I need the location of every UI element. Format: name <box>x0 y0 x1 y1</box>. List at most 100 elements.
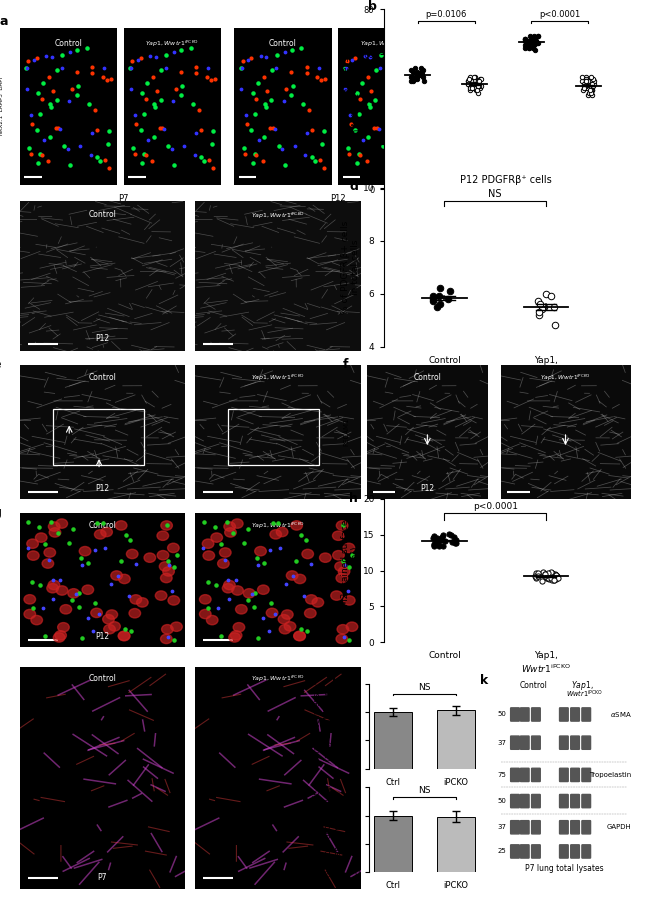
Point <box>547 573 558 588</box>
Circle shape <box>47 584 58 593</box>
Point <box>33 156 44 171</box>
Circle shape <box>157 531 168 541</box>
Point <box>62 141 73 156</box>
Point <box>581 74 592 89</box>
Point <box>437 539 448 553</box>
Text: P7 lung total lysates: P7 lung total lysates <box>525 864 603 873</box>
Circle shape <box>168 596 179 605</box>
Point <box>131 556 141 571</box>
Point <box>35 146 46 161</box>
Circle shape <box>27 551 39 560</box>
Point <box>417 65 428 79</box>
Point <box>149 129 159 144</box>
Point <box>384 45 394 60</box>
Point <box>443 291 454 306</box>
Point <box>464 69 474 84</box>
Point <box>125 60 135 75</box>
Point <box>248 85 258 100</box>
Point <box>406 67 416 81</box>
Point <box>376 47 386 62</box>
FancyBboxPatch shape <box>571 708 579 721</box>
Point <box>579 76 590 91</box>
Point <box>352 85 362 100</box>
Circle shape <box>79 546 91 556</box>
Circle shape <box>202 539 214 548</box>
Point <box>211 578 221 592</box>
Point <box>103 137 113 152</box>
Point <box>29 52 39 67</box>
Point <box>528 40 538 55</box>
FancyBboxPatch shape <box>560 821 568 834</box>
Point <box>286 87 296 102</box>
FancyBboxPatch shape <box>511 845 519 858</box>
Circle shape <box>56 519 68 529</box>
Circle shape <box>136 598 148 607</box>
Circle shape <box>101 528 112 537</box>
Text: k: k <box>480 675 488 687</box>
Circle shape <box>230 631 242 640</box>
Point <box>538 565 548 579</box>
Point <box>151 50 161 65</box>
Point <box>531 570 541 585</box>
Point <box>238 54 248 68</box>
Text: P12: P12 <box>421 484 434 492</box>
Point <box>523 38 533 53</box>
Point <box>580 72 591 87</box>
Point <box>313 60 324 75</box>
Point <box>528 36 538 51</box>
Point <box>434 531 445 546</box>
Point <box>35 578 46 592</box>
Text: Control: Control <box>88 373 116 382</box>
Point <box>68 522 78 537</box>
Point <box>287 43 297 57</box>
Point <box>449 529 460 544</box>
Point <box>530 569 540 584</box>
Text: Control: Control <box>88 211 116 219</box>
Point <box>127 54 138 68</box>
Point <box>450 535 460 550</box>
Circle shape <box>257 585 269 594</box>
Point <box>542 571 552 586</box>
Text: GFP: GFP <box>0 270 1 283</box>
Point <box>257 153 268 168</box>
Point <box>92 516 103 530</box>
Text: NS: NS <box>418 786 431 796</box>
Point <box>191 67 202 81</box>
Point <box>176 65 186 79</box>
Circle shape <box>159 562 171 571</box>
Point <box>551 572 561 587</box>
Point <box>463 74 473 89</box>
Point <box>57 47 68 62</box>
Circle shape <box>291 521 302 530</box>
Point <box>270 607 280 622</box>
Point <box>106 72 116 87</box>
Point <box>65 157 75 172</box>
Point <box>137 156 148 171</box>
FancyBboxPatch shape <box>582 708 591 721</box>
Point <box>464 80 474 95</box>
Point <box>57 60 67 75</box>
Point <box>359 49 370 64</box>
Point <box>525 29 535 43</box>
Point <box>529 29 539 43</box>
Point <box>588 72 599 87</box>
Point <box>148 70 158 85</box>
Point <box>185 41 196 55</box>
Point <box>363 96 374 111</box>
Point <box>166 141 177 156</box>
Point <box>340 82 350 97</box>
Point <box>77 630 87 645</box>
Text: p<0.0001: p<0.0001 <box>473 502 517 511</box>
Point <box>150 100 161 115</box>
Bar <box>437 817 474 872</box>
Point <box>473 74 484 89</box>
Point <box>344 147 355 162</box>
Point <box>432 531 443 546</box>
Point <box>382 94 393 109</box>
Point <box>440 534 450 549</box>
Circle shape <box>144 553 155 563</box>
Text: p=0.0106: p=0.0106 <box>425 10 467 19</box>
Text: P12: P12 <box>330 193 346 202</box>
Point <box>262 83 272 98</box>
Circle shape <box>224 522 235 531</box>
